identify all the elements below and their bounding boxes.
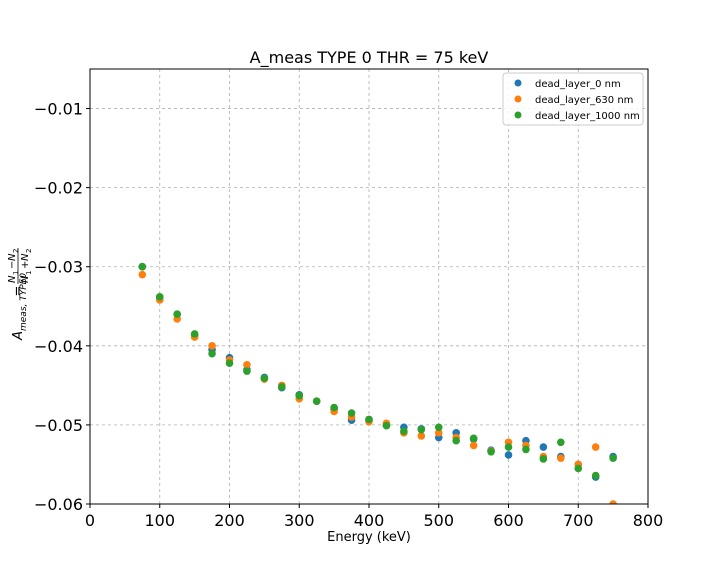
x-axis-ticks: 0 100 200 300 400 500 600 700 800 [85, 504, 663, 530]
x-tick-label: 600 [493, 511, 524, 530]
legend-label-series-1: dead_layer_630 nm [535, 95, 633, 106]
data-point-series-2 [208, 349, 216, 358]
y-axis-label: A meas, TYPE0 = N 1 − N 2 N 1 + N 2 [7, 248, 33, 341]
y-label-numerator: N 1 − N 2 [7, 249, 20, 283]
data-points [138, 262, 617, 504]
data-point-series-2 [609, 454, 617, 462]
y-label-num-n2: N [7, 253, 18, 261]
data-point-series-2 [452, 436, 460, 445]
data-point-series-1 [208, 342, 216, 350]
x-tick-label: 0 [85, 511, 95, 530]
legend-label-series-0: dead_layer_0 nm [535, 79, 621, 90]
x-axis-label: Energy (keV) [327, 530, 411, 545]
data-point-series-2 [347, 409, 356, 417]
y-label-den-sub2: 2 [25, 249, 33, 253]
data-point-series-2 [225, 359, 234, 368]
data-point-series-1 [417, 432, 426, 440]
x-tick-label: 700 [563, 511, 594, 530]
data-point-series-2 [487, 448, 495, 456]
data-point-series-1 [138, 270, 147, 279]
data-point-series-2 [330, 403, 338, 412]
data-point-series-2 [557, 438, 565, 447]
data-point-series-2 [504, 443, 513, 451]
legend-marker-series-1 [514, 95, 522, 103]
data-point-series-2 [138, 262, 147, 271]
data-point-series-2 [173, 310, 181, 318]
data-point-series-2 [260, 374, 269, 383]
data-point-series-2 [278, 383, 286, 391]
x-tick-label: 500 [423, 511, 454, 530]
x-tick-label: 100 [144, 511, 175, 530]
y-label-num-n1: N [7, 275, 18, 283]
data-point-series-2 [365, 415, 373, 424]
x-tick-label: 400 [354, 511, 385, 530]
data-point-series-2 [312, 397, 321, 405]
y-tick-label: −0.04 [34, 337, 83, 356]
y-label-num-sub2: 2 [12, 249, 20, 253]
y-tick-label: −0.02 [34, 179, 83, 198]
data-point-series-2 [382, 421, 391, 430]
data-point-series-1 [557, 454, 565, 462]
data-point-series-1 [434, 429, 443, 437]
data-point-series-0 [539, 443, 548, 451]
y-label-denominator: N 1 + N 2 [20, 249, 33, 283]
data-point-series-2 [417, 425, 426, 434]
data-point-series-1 [243, 361, 251, 369]
chart-title: A_meas TYPE 0 THR = 75 keV [250, 48, 489, 68]
data-point-series-2 [591, 471, 600, 480]
data-point-series-2 [574, 464, 583, 473]
data-point-series-2 [400, 427, 408, 436]
y-tick-label: −0.03 [34, 258, 83, 277]
data-point-series-0 [504, 451, 513, 459]
data-point-series-2 [522, 445, 530, 454]
data-point-series-2 [155, 292, 164, 301]
y-label-num-minus: − [7, 261, 18, 269]
data-point-series-2 [243, 367, 251, 375]
y-label-den-sub1: 1 [25, 271, 33, 275]
data-point-series-2 [190, 330, 199, 338]
legend: dead_layer_0 nm dead_layer_630 nm dead_l… [502, 72, 644, 126]
data-point-series-1 [469, 441, 478, 450]
data-point-series-2 [295, 391, 304, 400]
legend-marker-series-2 [514, 111, 522, 119]
x-tick-label: 300 [284, 511, 315, 530]
y-label-den-n1: N [20, 275, 31, 283]
y-label-num-sub1: 1 [12, 271, 20, 275]
y-label-lhs-subscript: meas, TYPE0 [19, 273, 29, 331]
y-tick-label: −0.06 [34, 495, 83, 514]
data-point-series-2 [469, 434, 478, 443]
data-point-series-2 [434, 423, 443, 432]
data-point-series-1 [591, 443, 600, 451]
y-tick-label: −0.05 [34, 416, 83, 435]
x-tick-label: 800 [633, 511, 664, 530]
y-label-den-n2: N [20, 253, 31, 261]
y-label-den-plus: + [20, 261, 31, 269]
legend-marker-series-0 [514, 79, 522, 87]
y-label-lhs: A [11, 331, 26, 341]
x-tick-label: 200 [214, 511, 245, 530]
y-axis-ticks: −0.06 −0.05 −0.04 −0.03 −0.02 −0.01 [34, 100, 90, 514]
y-label-equals: = [11, 286, 26, 297]
y-tick-label: −0.01 [34, 100, 83, 119]
data-point-series-2 [539, 455, 548, 463]
legend-label-series-2: dead_layer_1000 nm [535, 111, 640, 122]
legend-box [502, 72, 644, 126]
data-point-series-1 [609, 500, 617, 504]
